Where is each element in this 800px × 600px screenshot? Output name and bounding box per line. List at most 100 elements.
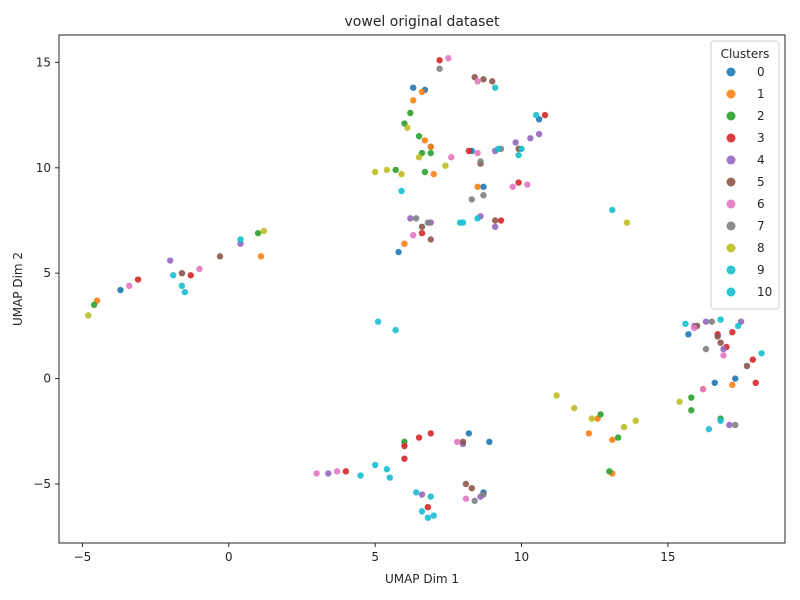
legend-label-3: 3 [757,131,765,145]
data-point-cluster-9 [430,512,437,519]
data-point-cluster-7 [708,318,716,325]
data-point-cluster-2 [90,301,98,309]
data-point-cluster-0 [395,248,402,256]
data-point-cluster-9 [371,461,379,469]
data-point-cluster-3 [427,430,434,437]
legend-marker-0 [726,67,736,77]
data-point-cluster-5 [480,76,487,83]
data-point-cluster-6 [445,54,452,62]
plot-area [58,34,786,544]
data-point-cluster-7 [424,219,432,226]
data-point-cluster-8 [85,312,92,319]
ticks-layer: −5 0 5 10 15 −5 0 5 10 15 [33,55,675,564]
data-point-cluster-1 [410,97,417,104]
data-point-cluster-1 [418,88,426,96]
data-point-cluster-7 [477,158,484,165]
data-point-cluster-9 [705,425,713,433]
data-point-cluster-2 [392,166,399,174]
legend-label-6: 6 [757,197,765,211]
data-point-cluster-8 [620,423,628,431]
data-point-cluster-6 [474,149,481,157]
data-point-cluster-6 [462,495,470,502]
x-tick-label: 5 [371,550,379,564]
data-point-cluster-2 [421,168,429,176]
data-point-cluster-9 [734,322,742,330]
legend-label-0: 0 [757,65,765,79]
data-point-cluster-10 [609,206,616,214]
y-tick-label: 5 [43,266,51,280]
data-point-cluster-10 [424,514,432,521]
data-point-cluster-4 [535,130,543,138]
data-point-cluster-1 [257,253,265,260]
data-point-cluster-10 [374,318,382,325]
data-point-cluster-9 [386,474,393,481]
data-point-cluster-8 [588,415,595,422]
data-point-cluster-9 [515,151,522,159]
data-point-cluster-5 [743,362,751,370]
data-point-cluster-4 [726,421,733,429]
y-tick-label: 0 [43,372,51,386]
data-point-cluster-10 [518,145,525,153]
data-point-cluster-3 [134,276,142,283]
data-point-cluster-6 [313,470,320,477]
data-point-cluster-0 [117,286,124,294]
data-point-cluster-0 [732,375,739,382]
data-point-cluster-8 [260,227,268,235]
data-point-cluster-1 [401,240,408,247]
legend: Clusters 0 1 2 3 4 5 6 7 8 9 10 [710,40,780,310]
data-point-cluster-0 [480,183,487,190]
data-point-cluster-5 [459,438,467,446]
data-point-cluster-2 [407,109,414,117]
chart-title: vowel original dataset [345,14,500,30]
data-point-cluster-2 [688,394,695,401]
data-point-cluster-1 [585,430,593,437]
data-point-cluster-6 [196,265,203,273]
data-point-cluster-4 [167,257,174,264]
data-point-cluster-10 [412,489,420,496]
data-point-cluster-10 [237,236,244,243]
data-point-cluster-4 [720,345,727,353]
data-point-cluster-7 [480,191,487,199]
legend-marker-10 [726,287,736,297]
data-point-cluster-3 [415,434,423,441]
data-point-cluster-6 [524,181,531,188]
data-point-cluster-9 [178,282,186,290]
data-point-cluster-2 [606,468,613,475]
points-layer [85,54,765,521]
data-point-cluster-10 [383,466,391,473]
data-point-cluster-9 [491,84,499,91]
data-point-cluster-8 [571,404,578,412]
data-point-cluster-10 [169,272,177,279]
data-point-cluster-10 [717,417,724,424]
data-point-cluster-5 [491,217,499,224]
data-point-cluster-6 [699,385,707,393]
data-point-cluster-5 [489,78,496,85]
data-point-cluster-2 [614,434,622,441]
data-point-cluster-1 [421,137,429,144]
data-point-cluster-8 [404,124,411,131]
legend-label-5: 5 [757,175,765,189]
y-tick-label: 15 [36,55,51,69]
data-point-cluster-4 [325,470,332,477]
data-point-cluster-10 [427,493,434,500]
data-point-cluster-7 [702,345,710,353]
legend-marker-4 [726,155,736,165]
data-point-cluster-9 [682,320,689,327]
data-point-cluster-6 [448,154,455,161]
data-point-cluster-7 [412,215,420,222]
data-point-cluster-3 [436,57,443,64]
data-point-cluster-10 [717,316,724,323]
data-point-cluster-5 [216,253,224,260]
data-point-cluster-10 [758,350,765,357]
data-point-cluster-9 [418,508,426,515]
data-point-cluster-2 [597,411,604,418]
data-point-cluster-3 [729,329,736,336]
data-point-cluster-8 [553,392,560,399]
data-point-cluster-0 [685,331,692,338]
data-point-cluster-8 [676,398,683,405]
data-point-cluster-1 [427,143,434,150]
data-point-cluster-3 [749,356,756,363]
legend-marker-6 [726,199,736,209]
data-point-cluster-7 [480,491,487,498]
